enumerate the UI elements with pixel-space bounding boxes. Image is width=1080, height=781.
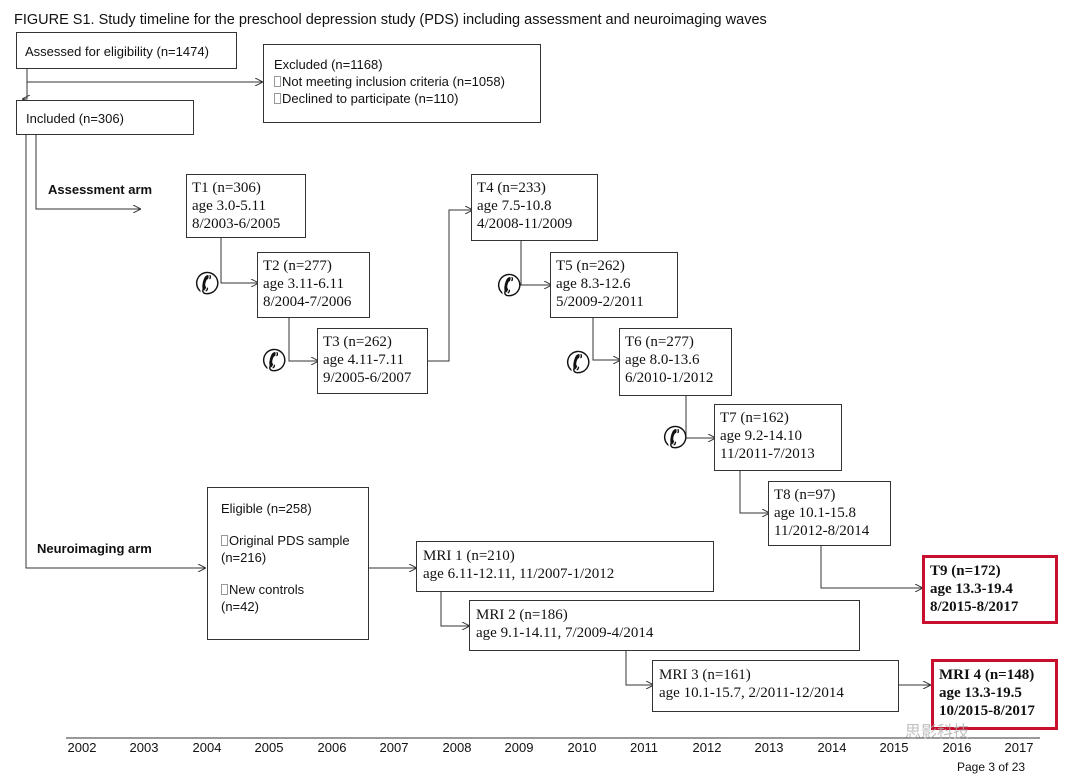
year-label: 2015 bbox=[879, 740, 909, 755]
page-number: Page 3 of 23 bbox=[957, 760, 1026, 774]
wave-title: T2 (n=277) bbox=[263, 258, 332, 274]
year-label: 2004 bbox=[192, 740, 222, 755]
wave-age: age 8.3-12.6 bbox=[556, 276, 631, 292]
wave-title: T1 (n=306) bbox=[192, 180, 261, 196]
wave-box-t7: T7 (n=162) age 9.2-14.10 11/2011-7/2013 bbox=[714, 404, 842, 471]
mri-box-4: MRI 4 (n=148) age 13.3-19.5 10/2015-8/20… bbox=[931, 659, 1058, 730]
wave-title: T6 (n=277) bbox=[625, 334, 694, 350]
wave-box-t3: T3 (n=262) age 4.11-7.11 9/2005-6/2007 bbox=[317, 328, 428, 394]
mri-detail: age 6.11-12.11, 11/2007-1/2012 bbox=[423, 566, 615, 582]
watermark: 思影科技 bbox=[905, 724, 970, 741]
wave-dates: 9/2005-6/2007 bbox=[323, 370, 412, 386]
wave-box-t9: T9 (n=172) age 13.3-19.4 8/2015-8/2017 bbox=[922, 555, 1058, 624]
excluded-title: Excluded (n=1168) bbox=[274, 57, 383, 72]
included-text: Included (n=306) bbox=[26, 111, 124, 126]
year-label: 2016 bbox=[942, 740, 972, 755]
wave-age: age 8.0-13.6 bbox=[625, 352, 700, 368]
mri-title: MRI 1 (n=210) bbox=[423, 548, 515, 564]
wave-dates: 8/2004-7/2006 bbox=[263, 294, 352, 310]
eligible-item-count: (n=42) bbox=[221, 599, 259, 614]
year-label: 2012 bbox=[692, 740, 722, 755]
assessment-arm-label: Assessment arm bbox=[48, 182, 153, 197]
mri-detail: age 10.1-15.7, 2/2011-12/2014 bbox=[659, 685, 844, 701]
wave-box-t8: T8 (n=97) age 10.1-15.8 11/2012-8/2014 bbox=[768, 481, 891, 546]
wave-age: age 3.0-5.11 bbox=[192, 198, 267, 214]
mri-box-3: MRI 3 (n=161) age 10.1-15.7, 2/2011-12/2… bbox=[652, 660, 899, 712]
neuroimaging-arm-label: Neuroimaging arm bbox=[37, 541, 152, 556]
eligible-item: New controls bbox=[221, 581, 355, 598]
mri-dates: 10/2015-8/2017 bbox=[939, 703, 1035, 719]
mri-title: MRI 3 (n=161) bbox=[659, 667, 751, 683]
wave-dates: 8/2003-6/2005 bbox=[192, 216, 281, 232]
figure-title: FIGURE S1. Study timeline for the presch… bbox=[14, 12, 767, 28]
wave-dates: 5/2009-2/2011 bbox=[556, 294, 644, 310]
assessed-text: Assessed for eligibility (n=1474) bbox=[25, 44, 209, 59]
wave-box-t4: T4 (n=233) age 7.5-10.8 4/2008-11/2009 bbox=[471, 174, 598, 241]
wave-dates: 11/2011-7/2013 bbox=[720, 446, 815, 462]
wave-title: T9 (n=172) bbox=[930, 563, 1001, 579]
year-label: 2008 bbox=[442, 740, 472, 755]
year-label: 2007 bbox=[379, 740, 409, 755]
eligible-title: Eligible (n=258) bbox=[221, 501, 312, 516]
excluded-item: Not meeting inclusion criteria (n=1058) bbox=[274, 73, 530, 90]
wave-box-t5: T5 (n=262) age 8.3-12.6 5/2009-2/2011 bbox=[550, 252, 678, 318]
checkbox-icon bbox=[274, 76, 281, 87]
year-label: 2010 bbox=[567, 740, 597, 755]
phone-icon: ✆ bbox=[192, 266, 223, 303]
wave-box-t1: T1 (n=306) age 3.0-5.11 8/2003-6/2005 bbox=[186, 174, 306, 238]
mri-title: MRI 4 (n=148) bbox=[939, 667, 1035, 683]
wave-title: T8 (n=97) bbox=[774, 487, 836, 503]
included-box: Included (n=306) bbox=[16, 100, 194, 135]
eligible-item: Original PDS sample bbox=[221, 532, 355, 549]
wave-age: age 4.11-7.11 bbox=[323, 352, 404, 368]
excluded-item: Declined to participate (n=110) bbox=[274, 90, 530, 107]
checkbox-icon bbox=[221, 584, 228, 595]
wave-box-t6: T6 (n=277) age 8.0-13.6 6/2010-1/2012 bbox=[619, 328, 732, 396]
wave-title: T3 (n=262) bbox=[323, 334, 392, 350]
wave-title: T4 (n=233) bbox=[477, 180, 546, 196]
year-label: 2002 bbox=[67, 740, 97, 755]
wave-dates: 6/2010-1/2012 bbox=[625, 370, 714, 386]
eligible-box: Eligible (n=258) Original PDS sample (n=… bbox=[207, 487, 369, 640]
mri-box-1: MRI 1 (n=210) age 6.11-12.11, 11/2007-1/… bbox=[416, 541, 714, 592]
year-label: 2005 bbox=[254, 740, 284, 755]
mri-title: MRI 2 (n=186) bbox=[476, 607, 568, 623]
year-label: 2011 bbox=[630, 740, 658, 755]
checkbox-icon bbox=[221, 535, 228, 546]
wave-dates: 11/2012-8/2014 bbox=[774, 523, 870, 539]
checkbox-icon bbox=[274, 93, 281, 104]
wave-dates: 4/2008-11/2009 bbox=[477, 216, 573, 232]
wave-title: T7 (n=162) bbox=[720, 410, 789, 426]
mri-box-2: MRI 2 (n=186) age 9.1-14.11, 7/2009-4/20… bbox=[469, 600, 860, 651]
mri-detail: age 9.1-14.11, 7/2009-4/2014 bbox=[476, 625, 654, 641]
year-label: 2006 bbox=[317, 740, 347, 755]
year-label: 2017 bbox=[1004, 740, 1034, 755]
wave-dates: 8/2015-8/2017 bbox=[930, 599, 1019, 615]
year-label: 2009 bbox=[504, 740, 534, 755]
wave-age: age 13.3-19.4 bbox=[930, 581, 1013, 597]
phone-icon: ✆ bbox=[563, 345, 594, 382]
wave-box-t2: T2 (n=277) age 3.11-6.11 8/2004-7/2006 bbox=[257, 252, 370, 318]
phone-icon: ✆ bbox=[494, 268, 525, 305]
year-label: 2013 bbox=[754, 740, 784, 755]
mri-age: age 13.3-19.5 bbox=[939, 685, 1022, 701]
wave-age: age 3.11-6.11 bbox=[263, 276, 344, 292]
year-label: 2003 bbox=[129, 740, 159, 755]
wave-title: T5 (n=262) bbox=[556, 258, 625, 274]
excluded-box: Excluded (n=1168) Not meeting inclusion … bbox=[263, 44, 541, 123]
eligible-item-count: (n=216) bbox=[221, 550, 267, 565]
phone-icon: ✆ bbox=[259, 343, 290, 380]
phone-icon: ✆ bbox=[660, 420, 691, 457]
wave-age: age 9.2-14.10 bbox=[720, 428, 803, 444]
assessed-box: Assessed for eligibility (n=1474) bbox=[16, 32, 237, 69]
wave-age: age 10.1-15.8 bbox=[774, 505, 857, 521]
wave-age: age 7.5-10.8 bbox=[477, 198, 552, 214]
year-label: 2014 bbox=[817, 740, 847, 755]
